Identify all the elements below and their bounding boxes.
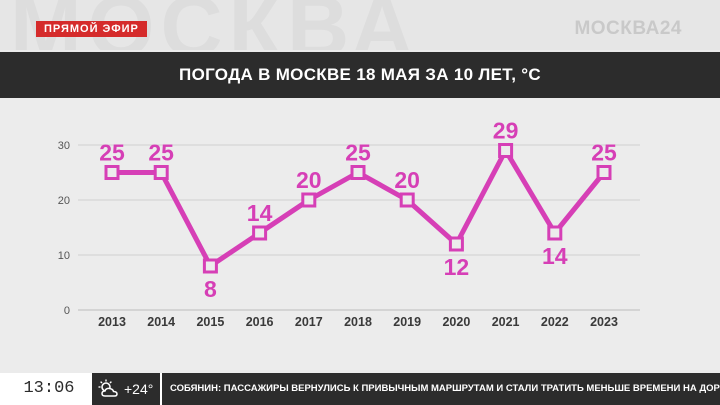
- y-tick-label: 20: [58, 195, 70, 207]
- data-point: [153, 165, 169, 180]
- cloud-sun-icon: [98, 379, 118, 397]
- x-tick-label: 2023: [590, 315, 618, 329]
- chart-title: ПОГОДА В МОСКВЕ 18 МАЯ ЗА 10 ЛЕТ, °С: [0, 52, 720, 98]
- data-label: 29: [493, 118, 519, 144]
- temperature: +24°: [124, 381, 154, 397]
- channel-logo: МОСКВА24: [574, 18, 682, 39]
- data-label: 25: [591, 140, 617, 166]
- data-point: [350, 165, 366, 180]
- data-point: [448, 236, 464, 252]
- x-tick-label: 2019: [393, 315, 421, 329]
- x-tick-label: 2021: [492, 315, 520, 329]
- data-point: [104, 165, 120, 180]
- x-tick-label: 2014: [147, 315, 175, 329]
- x-tick-label: 2017: [295, 315, 323, 329]
- data-point: [596, 165, 612, 180]
- header-background: МОСКВА: [0, 0, 720, 50]
- data-point: [301, 192, 317, 208]
- weather-widget: +24°: [92, 373, 160, 405]
- x-tick-label: 2018: [344, 315, 372, 329]
- news-ticker: 13:06 +24° СОБЯНИН: ПАССАЖИРЫ ВЕРНУЛИСЬ …: [0, 373, 720, 405]
- data-label: 14: [247, 200, 273, 226]
- x-tick-label: 2013: [98, 315, 126, 329]
- x-tick-label: 2022: [541, 315, 569, 329]
- live-badge: ПРЯМОЙ ЭФИР: [36, 21, 147, 37]
- ticker-headline: СОБЯНИН: ПАССАЖИРЫ ВЕРНУЛИСЬ К ПРИВЫЧНЫМ…: [162, 373, 720, 405]
- data-label: 25: [345, 140, 371, 166]
- data-point: [252, 225, 268, 241]
- chart-area: 0 10 20 30 2013 2014 2015 2016 2017 2018 2019 2020 2…: [0, 98, 720, 370]
- data-label: 20: [296, 167, 322, 193]
- data-label: 12: [444, 254, 470, 280]
- data-point: [399, 192, 415, 208]
- data-label: 8: [204, 276, 217, 302]
- x-tick-label: 2016: [246, 315, 274, 329]
- clock: 13:06: [23, 379, 75, 398]
- data-point: [498, 143, 514, 158]
- data-label: 20: [394, 167, 420, 193]
- data-point: [547, 225, 563, 241]
- data-label: 14: [542, 243, 568, 269]
- x-tick-label: 2020: [442, 315, 470, 329]
- y-tick-label: 10: [58, 250, 70, 262]
- y-tick-label: 0: [64, 305, 70, 317]
- data-point: [202, 258, 218, 274]
- data-label: 25: [99, 140, 125, 166]
- data-label: 25: [148, 140, 174, 166]
- x-tick-label: 2015: [196, 315, 224, 329]
- y-tick-label: 30: [58, 140, 70, 152]
